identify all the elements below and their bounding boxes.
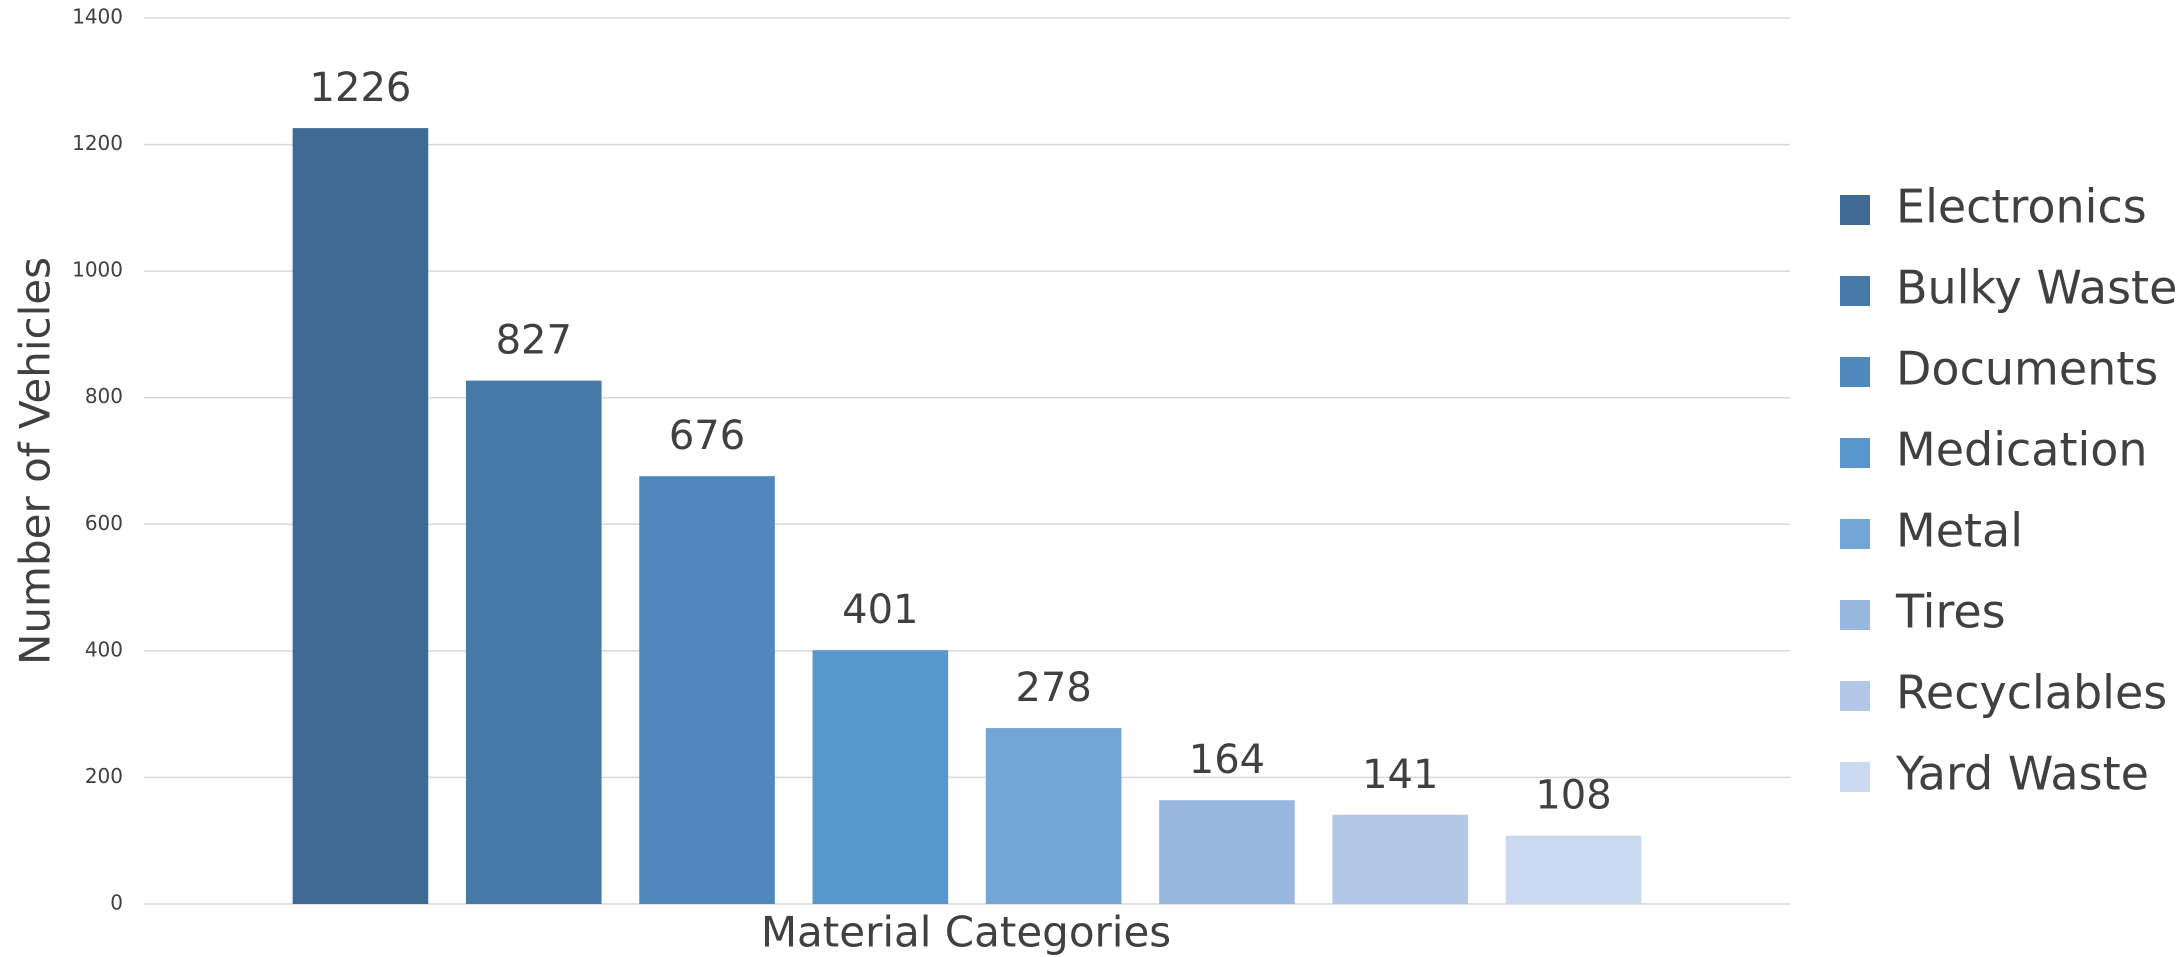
data-label: 108 — [1535, 773, 1611, 819]
x-axis-title: Material Categories — [761, 908, 1171, 957]
y-tick-label: 1200 — [72, 131, 123, 155]
legend-swatch — [1840, 276, 1870, 306]
legend-label: Bulky Waste — [1896, 261, 2177, 315]
bar — [812, 650, 949, 904]
data-label: 827 — [496, 318, 572, 364]
legend-label: Tires — [1895, 585, 2006, 639]
legend-label: Recyclables — [1896, 666, 2167, 720]
y-tick-label: 400 — [85, 637, 123, 661]
y-tick-label: 1400 — [72, 5, 123, 29]
y-tick-label: 0 — [110, 891, 123, 915]
y-tick-label: 200 — [85, 764, 123, 788]
legend-label: Documents — [1896, 342, 2158, 396]
data-label: 676 — [669, 413, 745, 459]
data-label: 401 — [842, 587, 918, 633]
y-tick-label: 600 — [85, 511, 123, 535]
bar — [1159, 800, 1295, 904]
legend-swatch — [1840, 195, 1870, 225]
bar — [292, 128, 429, 905]
legend-swatch — [1840, 600, 1870, 630]
bar — [465, 380, 602, 904]
legend-label: Metal — [1896, 504, 2023, 558]
y-axis-title: Number of Vehicles — [11, 257, 60, 665]
data-label: 164 — [1189, 737, 1265, 783]
legend-swatch — [1840, 357, 1870, 387]
legend-swatch — [1840, 519, 1870, 549]
legend-swatch — [1840, 681, 1870, 711]
bar — [985, 728, 1122, 904]
y-tick-label: 800 — [85, 384, 123, 408]
bar — [1505, 835, 1642, 904]
bar — [1332, 814, 1469, 904]
legend-swatch — [1840, 762, 1870, 792]
data-label: 278 — [1015, 665, 1091, 711]
data-label: 141 — [1362, 752, 1438, 798]
y-tick-label: 1000 — [72, 258, 123, 282]
legend-label: Medication — [1896, 423, 2148, 477]
legend-swatch — [1840, 438, 1870, 468]
legend-label: Yard Waste — [1895, 747, 2149, 801]
bar — [639, 476, 775, 904]
legend-label: Electronics — [1896, 180, 2147, 234]
data-label: 1226 — [310, 65, 412, 111]
